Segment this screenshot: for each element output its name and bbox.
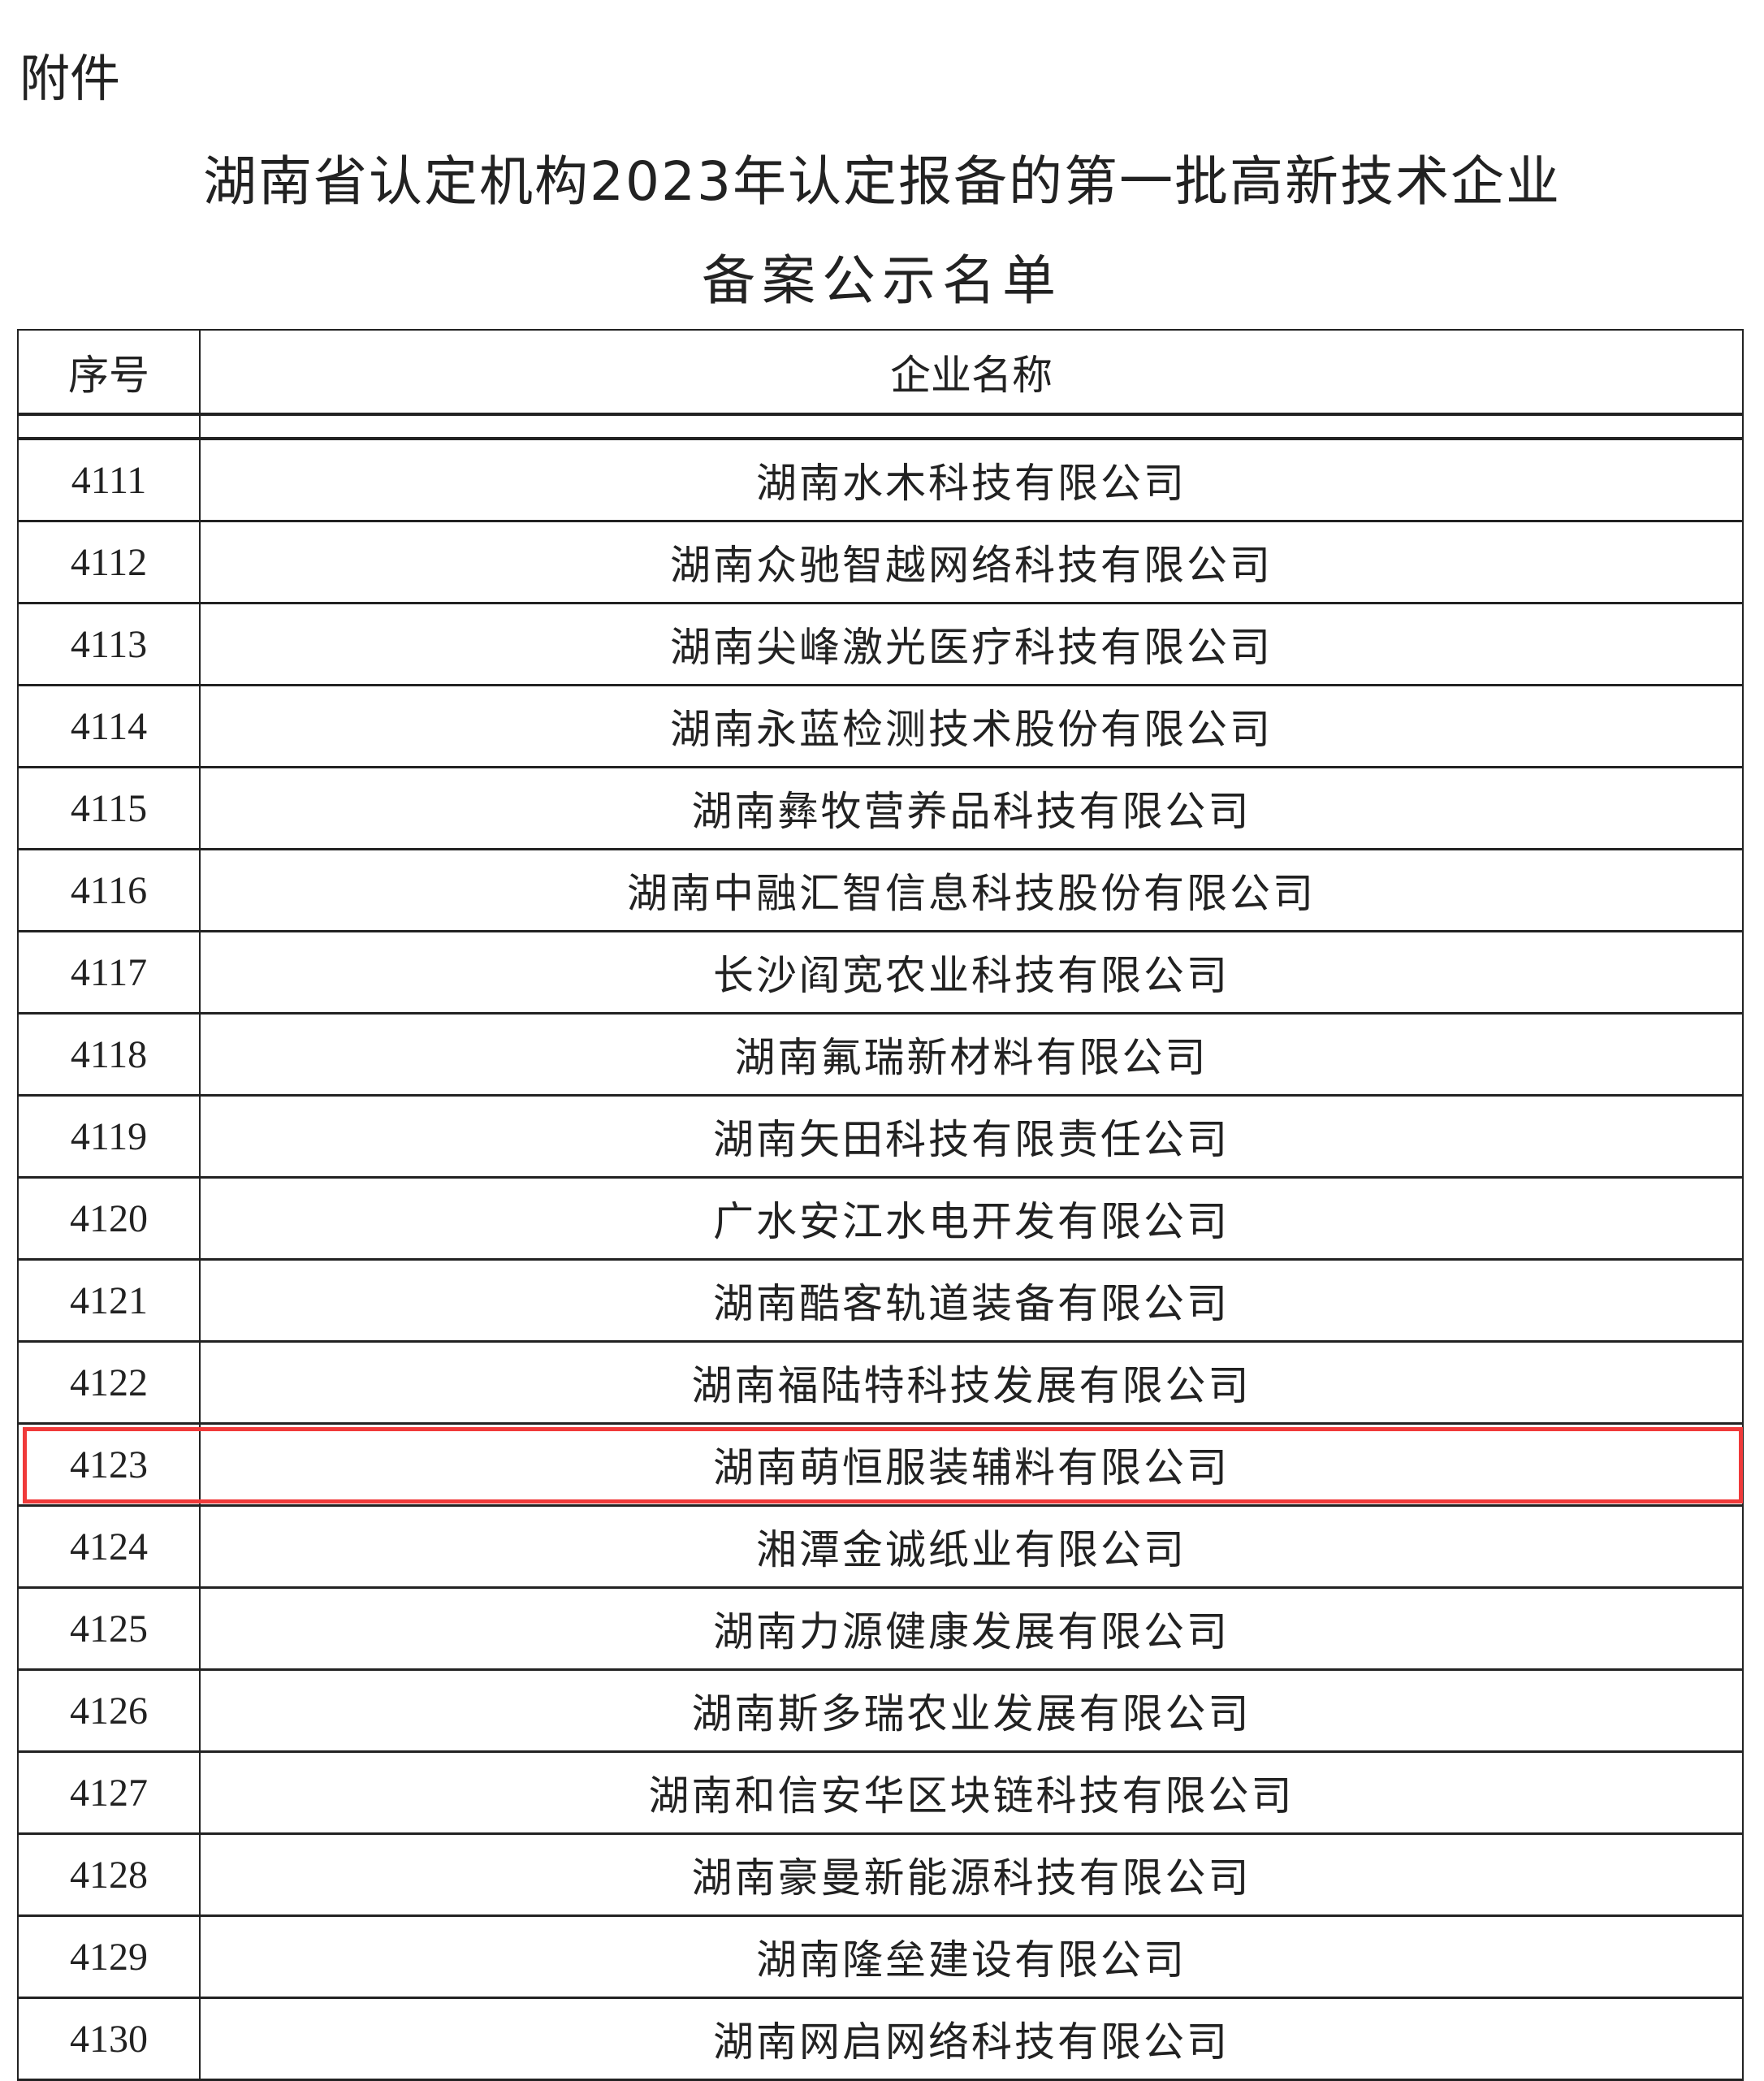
serial-number: 4127 [17,1750,201,1835]
company-name: 湖南众驰智越网络科技有限公司 [199,520,1744,604]
serial-number: 4121 [17,1258,201,1343]
serial-number: 4128 [17,1832,201,1917]
table-row: 4122 湖南福陆特科技发展有限公司 [17,1340,1744,1425]
company-name: 湖南矢田科技有限责任公司 [199,1094,1744,1179]
table-row: 4129 湖南隆垒建设有限公司 [17,1914,1744,1999]
table-row: 4128 湖南豪曼新能源科技有限公司 [17,1832,1744,1917]
header-company-name: 企业名称 [199,329,1744,416]
table-row: 4121 湖南酷客轨道装备有限公司 [17,1258,1744,1343]
company-name: 湖南网启网络科技有限公司 [199,1997,1744,2081]
table-row: 4111 湖南水木科技有限公司 [17,438,1744,522]
serial-number: 4113 [17,602,201,686]
company-name: 广水安江水电开发有限公司 [199,1176,1744,1261]
serial-number: 4111 [17,438,201,522]
spacer-cell [17,413,201,440]
table-row: 4115 湖南彝牧营养品科技有限公司 [17,766,1744,850]
company-name: 湖南氟瑞新材料有限公司 [199,1012,1744,1097]
company-name: 湖南豪曼新能源科技有限公司 [199,1832,1744,1917]
company-name: 湖南尖峰激光医疗科技有限公司 [199,602,1744,686]
serial-number: 4126 [17,1668,201,1753]
table-row: 4118 湖南氟瑞新材料有限公司 [17,1012,1744,1097]
table-row: 4126 湖南斯多瑞农业发展有限公司 [17,1668,1744,1753]
company-name: 湖南隆垒建设有限公司 [199,1914,1744,1999]
table-header-row: 序号 企业名称 [17,329,1744,416]
spacer-cell [199,413,1744,440]
table-row: 4117 长沙阎宽农业科技有限公司 [17,930,1744,1015]
table-row: 4112 湖南众驰智越网络科技有限公司 [17,520,1744,604]
table-row: 4124 湘潭金诚纸业有限公司 [17,1504,1744,1589]
company-name: 湖南彝牧营养品科技有限公司 [199,766,1744,850]
document-subtitle: 备案公示名单 [702,249,1062,312]
company-name: 湖南萌恒服装辅料有限公司 [199,1422,1744,1507]
serial-number: 4115 [17,766,201,850]
company-name: 湖南和信安华区块链科技有限公司 [199,1750,1744,1835]
table-row: 4114 湖南永蓝检测技术股份有限公司 [17,684,1744,768]
serial-number: 4119 [17,1094,201,1179]
table-row: 4113 湖南尖峰激光医疗科技有限公司 [17,602,1744,686]
header-serial-number: 序号 [17,329,201,416]
serial-number: 4129 [17,1914,201,1999]
company-table: 序号 企业名称 4111 湖南水木科技有限公司 4112 湖南众驰智越网络科技有限公司… [17,329,1744,2081]
company-name: 湖南福陆特科技发展有限公司 [199,1340,1744,1425]
serial-number: 4124 [17,1504,201,1589]
company-name: 湖南斯多瑞农业发展有限公司 [199,1668,1744,1753]
table-row-highlighted: 4123 湖南萌恒服装辅料有限公司 [17,1422,1744,1507]
serial-number: 4116 [17,848,201,932]
spacer-row [17,413,1744,440]
company-name: 湖南水木科技有限公司 [199,438,1744,522]
table-row: 4120 广水安江水电开发有限公司 [17,1176,1744,1261]
table-row: 4127 湖南和信安华区块链科技有限公司 [17,1750,1744,1835]
serial-number: 4122 [17,1340,201,1425]
serial-number: 4118 [17,1012,201,1097]
company-name: 湖南酷客轨道装备有限公司 [199,1258,1744,1343]
table-row: 4116 湖南中融汇智信息科技股份有限公司 [17,848,1744,932]
company-name: 湘潭金诚纸业有限公司 [199,1504,1744,1589]
company-name: 湖南永蓝检测技术股份有限公司 [199,684,1744,768]
serial-number: 4120 [17,1176,201,1261]
serial-number: 4130 [17,1997,201,2081]
serial-number: 4114 [17,684,201,768]
company-name: 湖南中融汇智信息科技股份有限公司 [199,848,1744,932]
serial-number: 4123 [17,1422,201,1507]
table-row: 4119 湖南矢田科技有限责任公司 [17,1094,1744,1179]
document-title: 湖南省认定机构2023年认定报备的第一批高新技术企业 [203,150,1561,213]
table-row: 4130 湖南网启网络科技有限公司 [17,1997,1744,2081]
company-name: 长沙阎宽农业科技有限公司 [199,930,1744,1015]
serial-number: 4125 [17,1586,201,1671]
company-name: 湖南力源健康发展有限公司 [199,1586,1744,1671]
serial-number: 4117 [17,930,201,1015]
serial-number: 4112 [17,520,201,604]
attachment-label: 附件 [19,49,121,108]
table-row: 4125 湖南力源健康发展有限公司 [17,1586,1744,1671]
